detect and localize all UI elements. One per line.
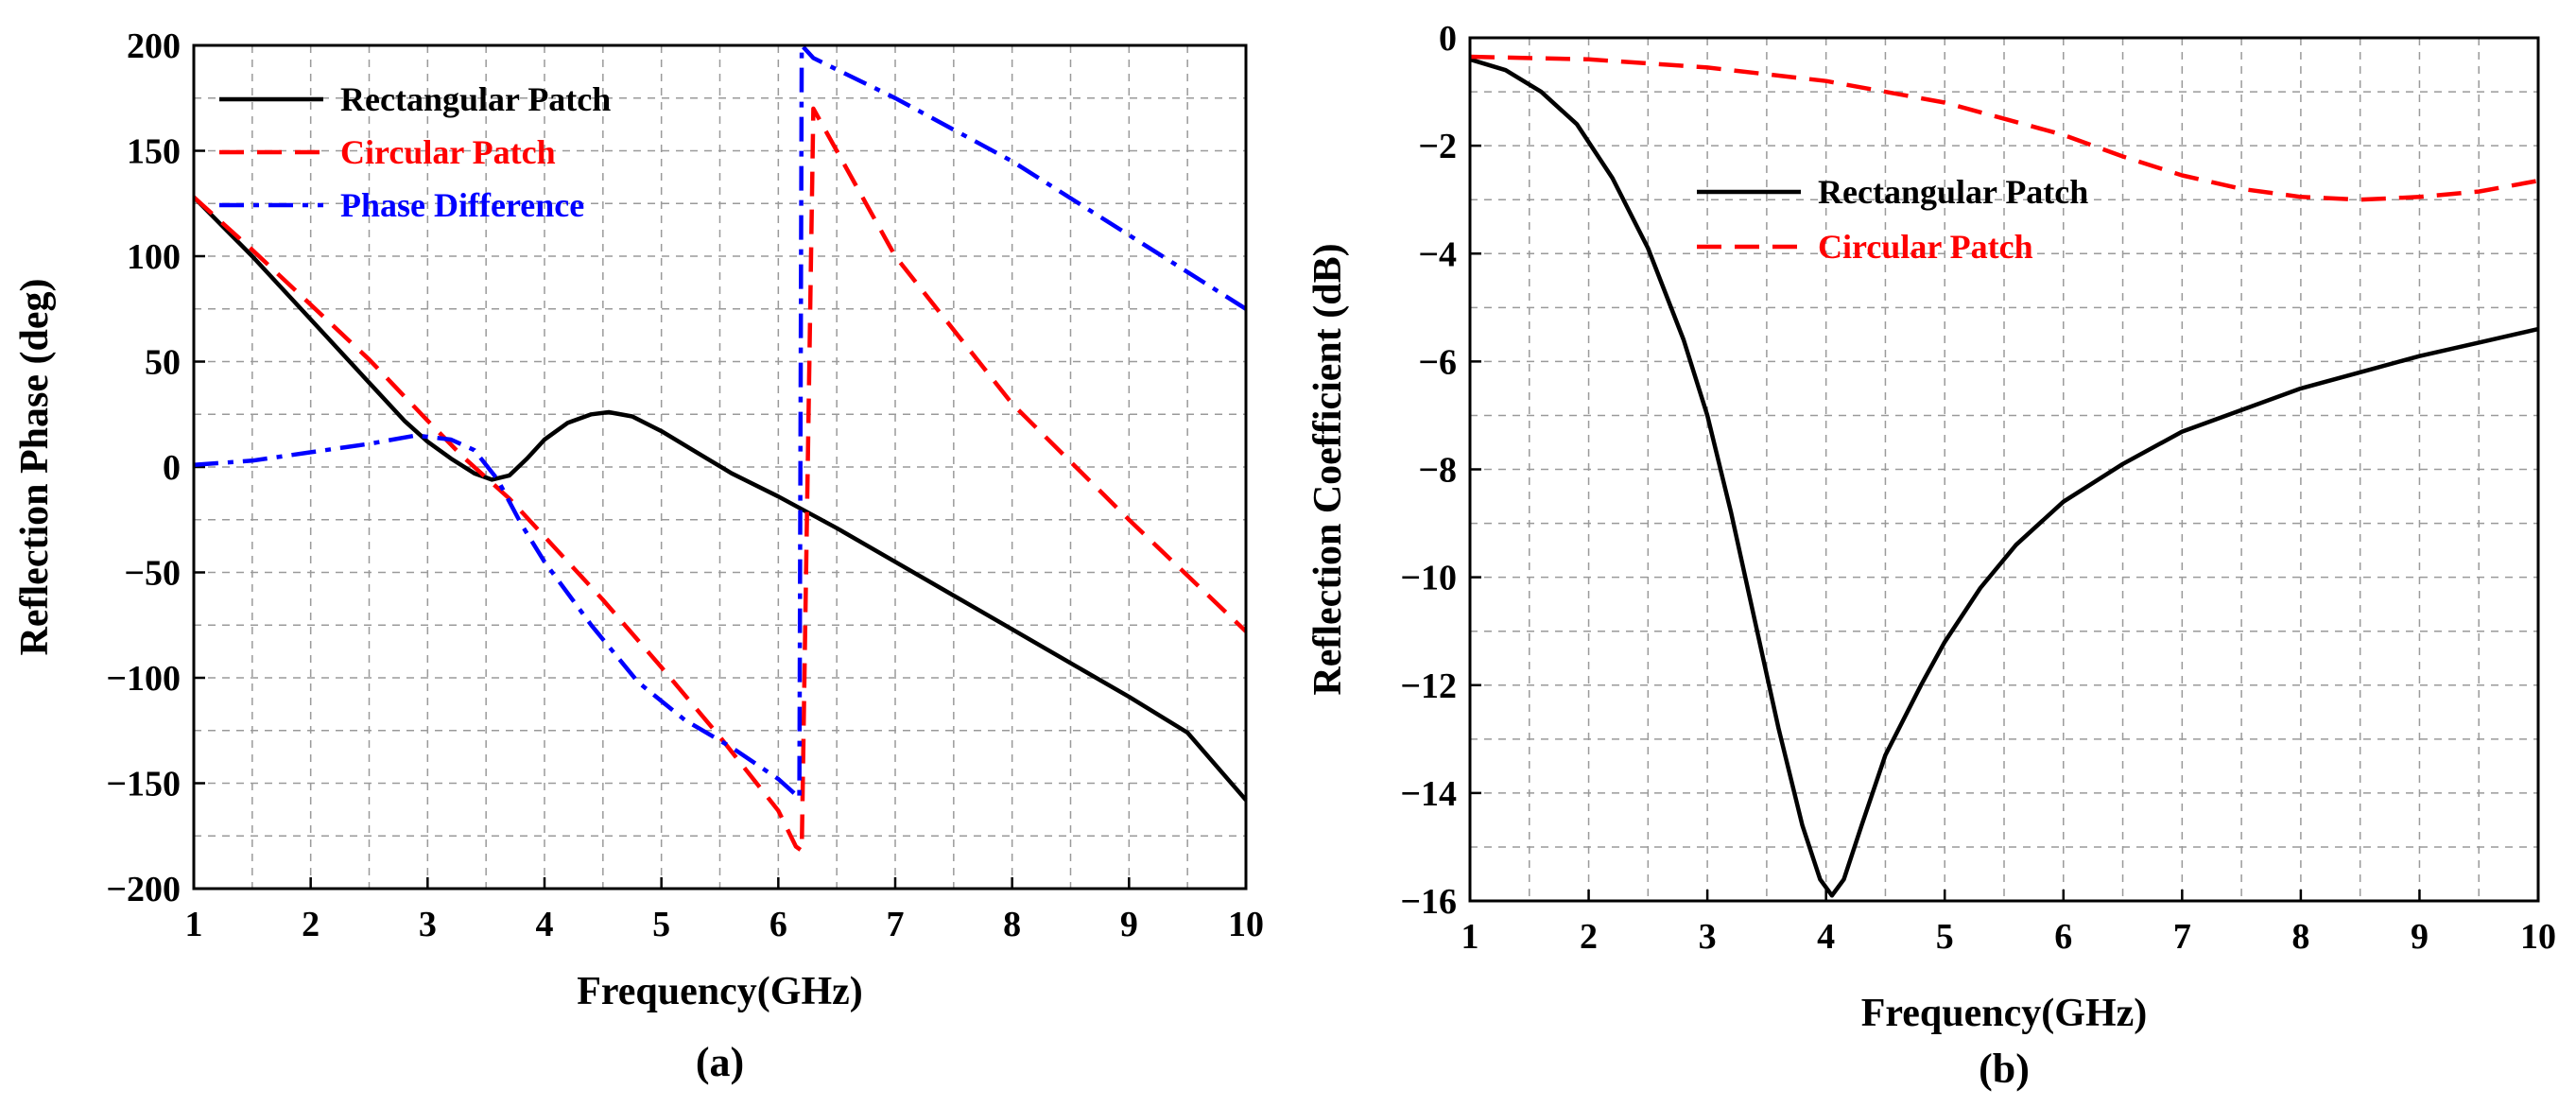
b-x-tick-label: 8	[2291, 917, 2309, 957]
a-x-tick-label: 4	[536, 905, 554, 944]
a-series-circular-patch	[192, 106, 1248, 854]
b-x-tick-label: 5	[1936, 917, 1954, 957]
panel-a-caption: (a)	[696, 1039, 744, 1085]
b-x-tick-label: 7	[2173, 917, 2191, 957]
panel-b-reflection-coefficient: 1 2 3 4 5 6 7 8 9 10 0 −2 −4 −6 −8 −10 −12 −14 −16 Rectang…	[1306, 19, 2556, 1092]
a-x-tick-label: 7	[887, 905, 905, 944]
b-x-tick-label: 2	[1580, 917, 1598, 957]
b-y-tick-label: −16	[1400, 882, 1457, 922]
panel-b-ticks: 1 2 3 4 5 6 7 8 9 10 0 −2 −4 −6 −8 −10 −12 −14 −16	[1400, 19, 2556, 957]
b-y-tick-label: −6	[1418, 342, 1457, 382]
panel-a-legend: Rectangular Patch Circular Patch Phase Dif…	[219, 80, 611, 224]
a-y-tick-label: −150	[106, 765, 181, 804]
a-legend-label: Circular Patch	[340, 133, 556, 171]
b-legend-label: Rectangular Patch	[1818, 173, 2088, 211]
panel-b-grid	[1470, 38, 2538, 901]
panel-a-y-axis-title: Reflection Phase (deg)	[13, 279, 57, 656]
panel-b-caption: (b)	[1979, 1046, 2030, 1092]
panel-b-plot-frame	[1468, 36, 2540, 903]
b-y-tick-label: −12	[1400, 666, 1457, 706]
b-y-tick-label: −4	[1418, 234, 1457, 274]
b-series-circular-patch	[1469, 54, 2539, 202]
b-y-tick-label: −10	[1400, 559, 1457, 598]
b-series-rectangular-patch	[1469, 57, 2539, 898]
panel-a-ticks: 1 2 3 4 5 6 7 8 9 10 200 150 100 50 0 −50 −100 −150 −200	[106, 26, 1264, 944]
a-x-tick-label: 6	[769, 905, 787, 944]
a-y-tick-label: 50	[145, 343, 181, 383]
b-x-tick-label: 6	[2054, 917, 2072, 957]
a-x-tick-label: 3	[419, 905, 437, 944]
a-x-tick-label: 2	[302, 905, 320, 944]
a-y-tick-label: 200	[127, 26, 181, 66]
a-y-tick-label: −50	[124, 554, 181, 594]
a-legend-label: Rectangular Patch	[340, 80, 611, 118]
a-y-tick-label: 0	[163, 448, 181, 488]
panel-a-series	[192, 43, 1248, 854]
panel-a-plot-frame	[192, 43, 1248, 891]
a-x-tick-label: 8	[1003, 905, 1021, 944]
panel-a-reflection-phase: 1 2 3 4 5 6 7 8 9 10 200 150 100 50 0 −50 −100 −150 −200 R…	[13, 26, 1264, 1085]
panel-b-y-axis-title: Reflection Coefficient (dB)	[1306, 243, 1350, 695]
b-x-tick-label: 3	[1699, 917, 1717, 957]
panel-b-series	[1469, 54, 2539, 898]
a-x-tick-label: 5	[652, 905, 670, 944]
panel-b-x-axis-title: Frequency(GHz)	[1861, 992, 2148, 1035]
a-x-tick-label: 9	[1120, 905, 1138, 944]
b-x-tick-label: 9	[2411, 917, 2429, 957]
b-y-tick-label: −8	[1418, 451, 1457, 491]
b-x-tick-label: 4	[1817, 917, 1835, 957]
a-y-tick-label: 150	[127, 132, 181, 172]
b-y-tick-label: 0	[1439, 19, 1457, 59]
a-x-tick-label: 10	[1228, 905, 1264, 944]
a-x-tick-label: 1	[185, 905, 203, 944]
a-series-rectangular-patch	[192, 196, 1248, 802]
b-x-tick-label: 10	[2520, 917, 2556, 957]
a-series-phase-difference	[193, 43, 1248, 801]
b-x-tick-label: 1	[1461, 917, 1479, 957]
panel-a-x-axis-title: Frequency(GHz)	[577, 970, 863, 1013]
panel-b-legend: Rectangular Patch Circular Patch	[1697, 173, 2088, 266]
b-y-tick-label: −14	[1400, 774, 1457, 814]
a-y-tick-label: −200	[106, 870, 181, 909]
a-legend-label: Phase Difference	[340, 186, 584, 224]
b-y-tick-label: −2	[1418, 127, 1457, 166]
a-y-tick-label: −100	[106, 659, 181, 699]
a-y-tick-label: 100	[127, 237, 181, 277]
b-legend-label: Circular Patch	[1818, 228, 2033, 266]
